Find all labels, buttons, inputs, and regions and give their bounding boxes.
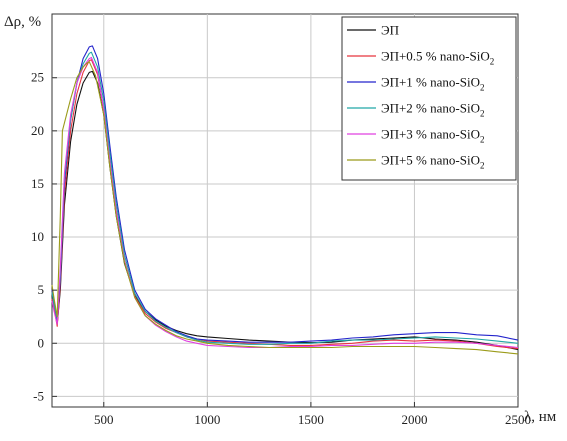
legend-label: ЭП+0.5 % nano-SiO [381,49,490,64]
y-tick-label: -5 [33,388,44,403]
y-axis: -5 0 5 10 15 20 25 [31,70,57,403]
legend-entry: ЭП [381,23,399,38]
y-tick-label: 20 [31,123,44,138]
legend-subscript: 2 [480,161,485,171]
x-axis-label: λ, нм [524,409,557,425]
x-tick-label: 1000 [194,412,220,427]
series-line-4 [51,56,519,349]
legend-subscript: 2 [480,109,485,119]
x-tick-label: 2000 [401,412,427,427]
x-axis: 500 1000 1500 2000 2500 [94,402,531,427]
x-tick-label: 500 [94,412,114,427]
legend-label: ЭП+2 % nano-SiO [381,101,480,116]
y-tick-label: 15 [31,176,44,191]
legend-label: ЭП [381,23,399,38]
legend-entry: ЭП+0.5 % nano-SiO2 [381,49,494,67]
x-tick-label: 2500 [505,412,531,427]
grid [52,14,518,407]
legend-box [341,16,517,181]
legend-entry: ЭП+3 % nano-SiO2 [381,127,484,145]
y-axis-label: Δρ, % [4,14,41,30]
legend-entry: ЭП+2 % nano-SiO2 [381,101,484,119]
series-layer [51,45,519,355]
y-tick-label: 10 [31,229,44,244]
legend-subscript: 2 [480,83,485,93]
series-line-5 [51,61,519,355]
legend-subscript: 2 [480,135,485,145]
y-tick-label: 5 [38,282,45,297]
legend-entry: ЭП+5 % nano-SiO2 [381,153,484,171]
legend-label: ЭП+3 % nano-SiO [381,127,480,142]
y-tick-label: 25 [31,70,44,85]
legend-label: ЭП+1 % nano-SiO [381,75,480,90]
legend-label: ЭП+5 % nano-SiO [381,153,480,168]
legend-subscript: 2 [490,57,495,67]
x-tick-label: 1500 [298,412,324,427]
y-tick-label: 0 [38,335,45,350]
legend-entry: ЭП+1 % nano-SiO2 [381,75,484,93]
